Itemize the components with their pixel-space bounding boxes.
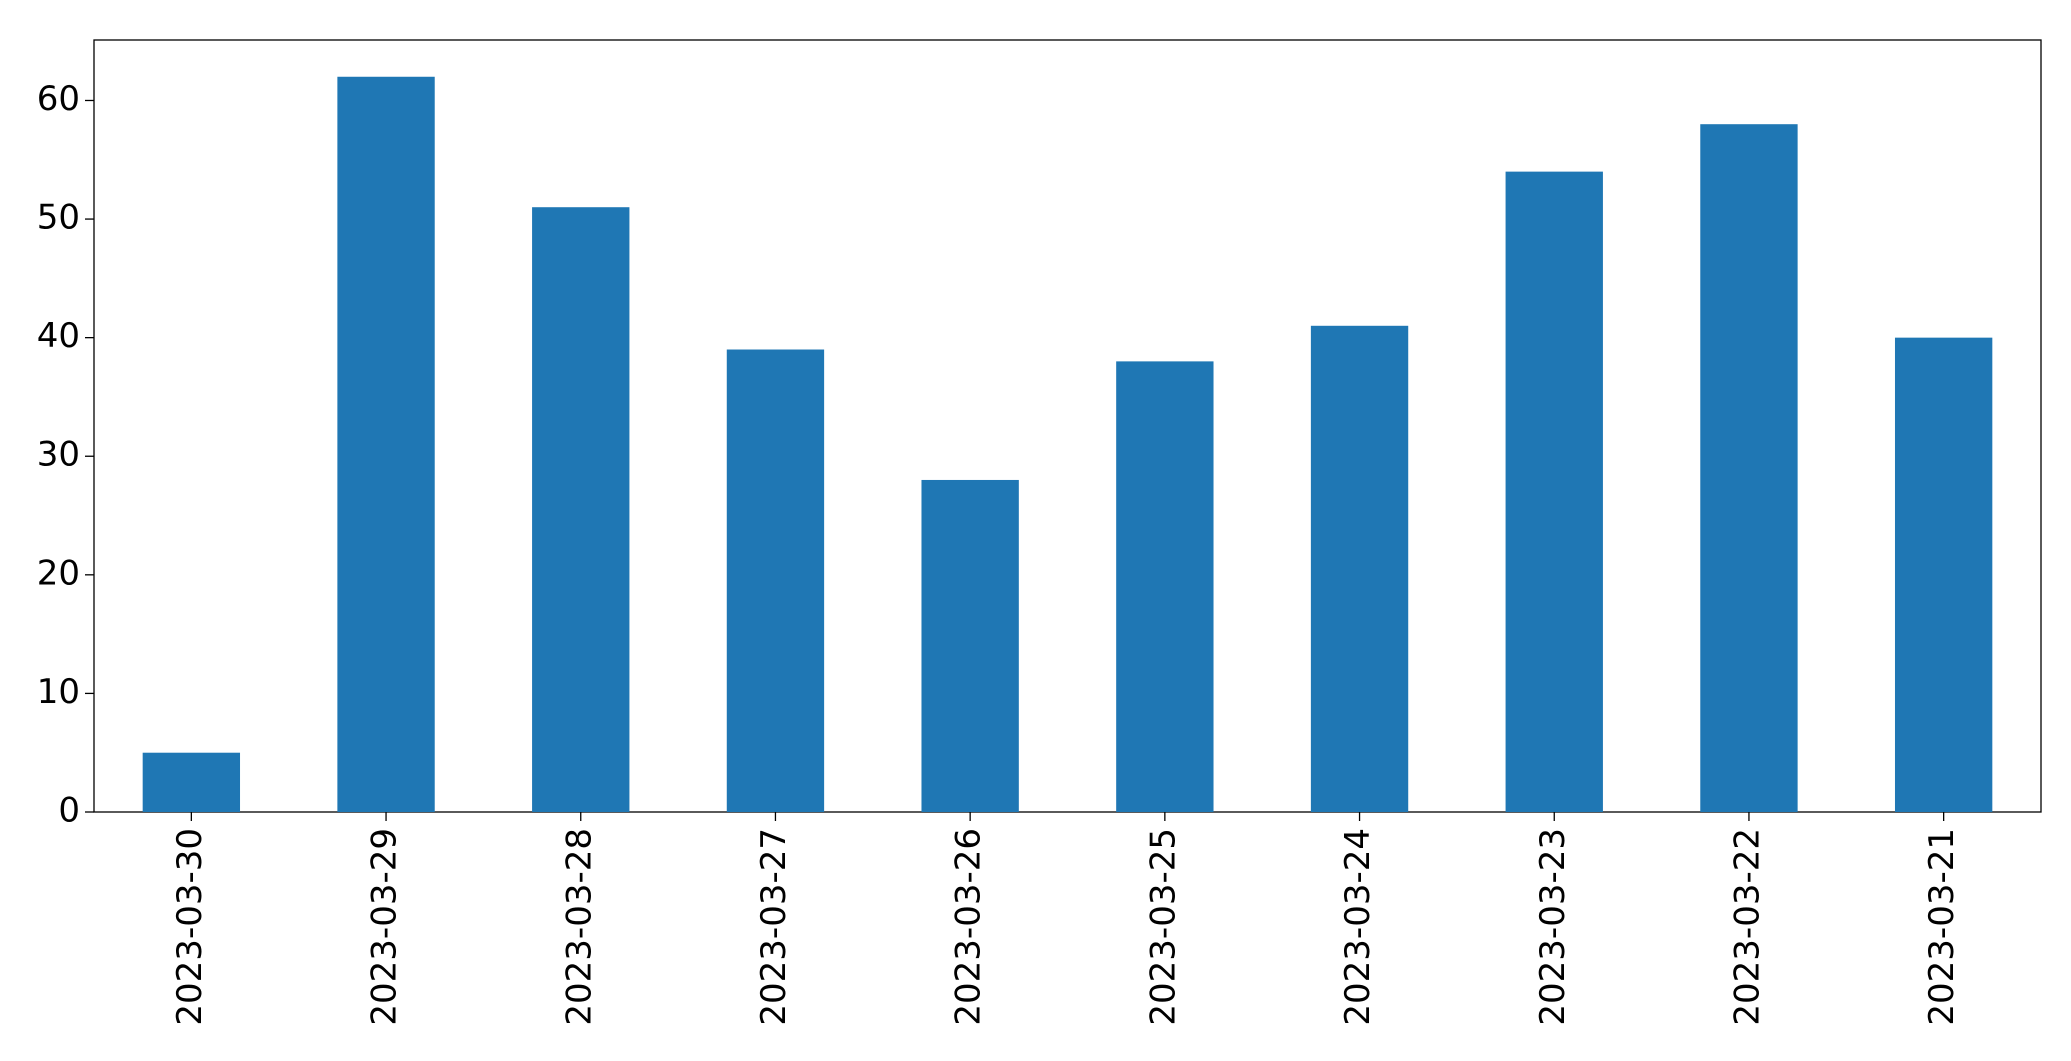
bar <box>532 207 630 812</box>
x-tick-label: 2023-03-30 <box>170 828 210 1026</box>
bar <box>921 479 1019 812</box>
bar <box>337 76 435 812</box>
bar <box>726 349 825 812</box>
y-tick-label: 60 <box>37 79 80 119</box>
x-tick-label: 2023-03-28 <box>559 828 599 1026</box>
y-tick-label: 30 <box>37 435 80 475</box>
x-tick-label: 2023-03-23 <box>1533 828 1573 1026</box>
bar <box>1116 361 1214 812</box>
bar <box>1505 171 1603 812</box>
x-tick-label: 2023-03-22 <box>1727 828 1767 1026</box>
y-tick-label: 50 <box>37 198 80 238</box>
x-tick-label: 2023-03-24 <box>1338 828 1378 1026</box>
bar <box>142 752 241 812</box>
y-tick-label: 0 <box>58 791 80 831</box>
bar <box>1700 124 1798 813</box>
bar <box>1894 337 1993 812</box>
x-tick-label: 2023-03-27 <box>754 828 794 1026</box>
plot-frame <box>93 39 2042 813</box>
y-tick-label: 40 <box>37 316 80 356</box>
y-tick-label: 10 <box>37 672 80 712</box>
x-tick-label: 2023-03-26 <box>949 828 989 1026</box>
x-tick-label: 2023-03-29 <box>365 828 405 1026</box>
x-tick-label: 2023-03-25 <box>1143 828 1183 1026</box>
x-tick-label: 2023-03-21 <box>1922 828 1962 1026</box>
bar <box>1310 325 1409 812</box>
y-tick-label: 20 <box>37 553 80 593</box>
